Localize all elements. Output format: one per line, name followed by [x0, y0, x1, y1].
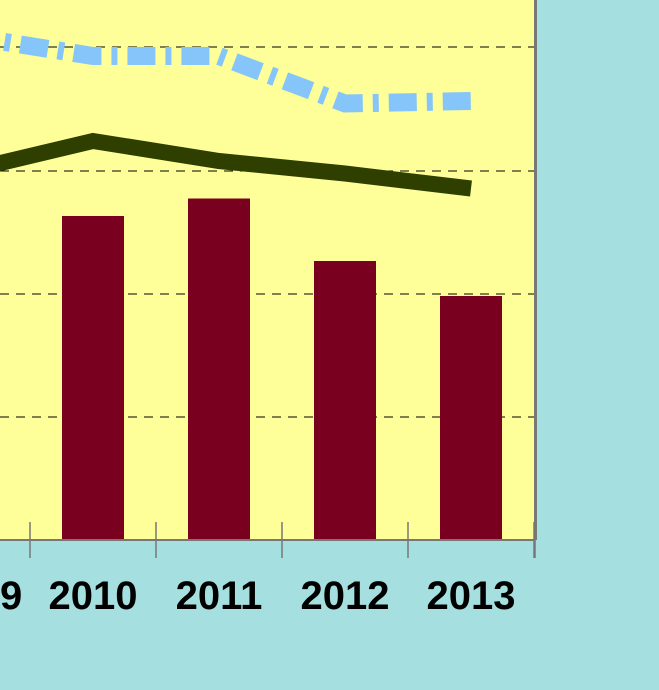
line-series	[0, 32, 472, 197]
x-tick-label-2009: 9	[0, 574, 22, 618]
x-axis-tick-labels: 9 2010 2011 2012 2013	[0, 574, 515, 618]
x-axis-ticks	[29, 522, 536, 558]
x-tick-label-2012: 2012	[301, 574, 390, 618]
bar-2010	[62, 216, 124, 540]
x-tick-label-2010: 2010	[49, 574, 138, 618]
bar-2013	[440, 296, 502, 540]
solid-line-series	[0, 132, 472, 197]
bar-2011	[188, 198, 250, 540]
bar-series	[62, 198, 502, 540]
bar-2012	[314, 261, 376, 540]
x-tick-label-2013: 2013	[427, 574, 516, 618]
x-tick-label-2011: 2011	[176, 574, 263, 618]
axes	[0, 0, 537, 541]
